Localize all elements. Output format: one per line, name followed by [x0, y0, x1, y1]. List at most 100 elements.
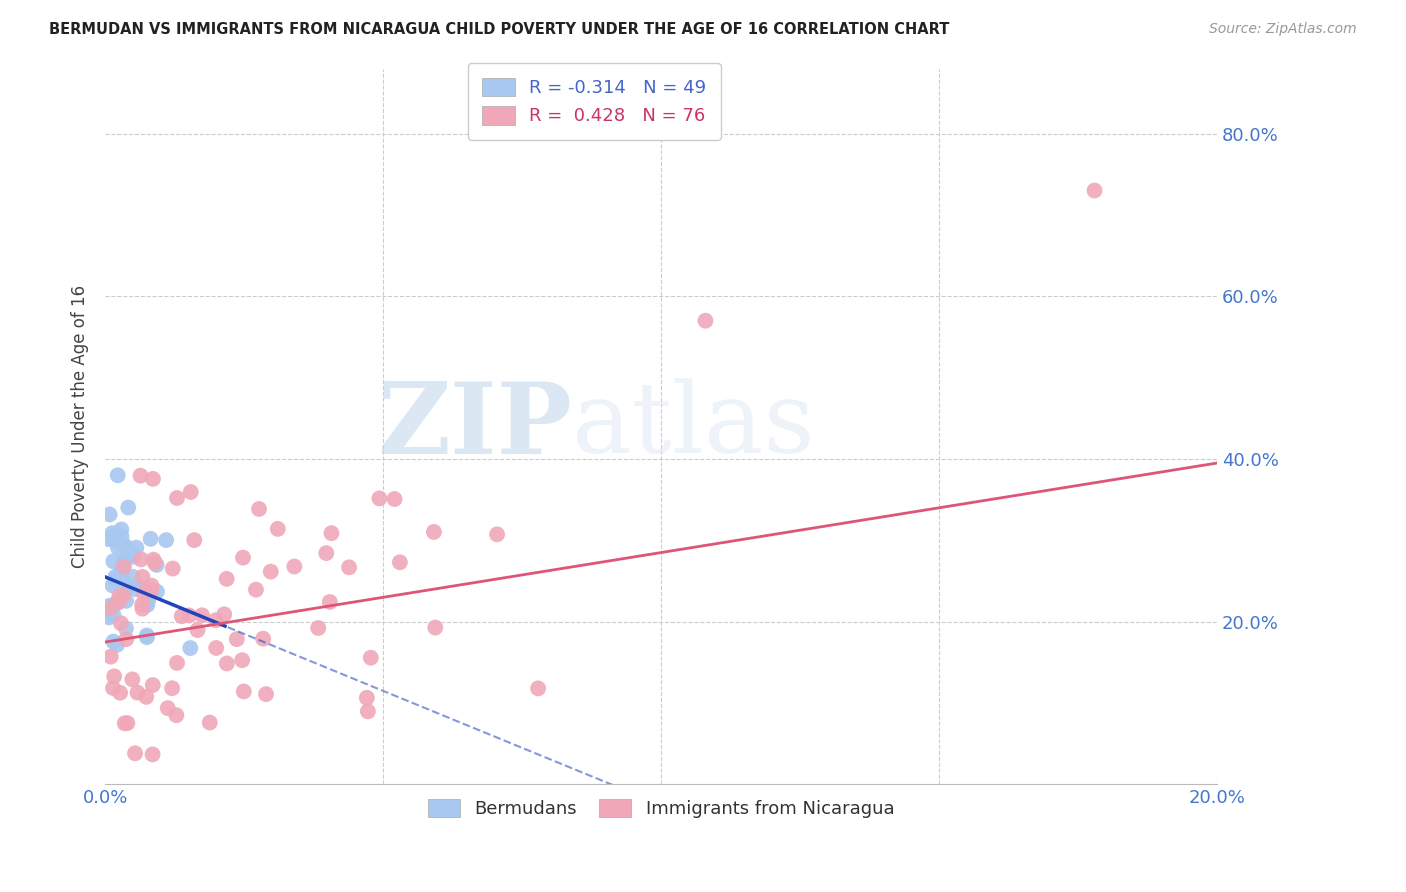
Point: [267, 522, 290, 536]
Point: [107, 541, 129, 555]
Point: [124, 582, 146, 596]
Point: [107, 532, 129, 546]
Point: [232, 550, 254, 565]
Point: [170, 609, 193, 624]
Point: [105, 527, 128, 541]
Point: [225, 632, 247, 647]
Point: [527, 681, 550, 696]
Point: [115, 581, 138, 595]
Point: [110, 616, 132, 631]
Point: [100, 649, 122, 664]
Point: [131, 598, 153, 612]
Point: [139, 532, 162, 546]
Point: [103, 554, 125, 568]
Point: [180, 485, 202, 500]
Point: [104, 570, 127, 584]
Point: [110, 523, 132, 537]
Point: [98, 599, 121, 613]
Point: [97, 532, 120, 546]
Point: [142, 747, 165, 762]
Point: [356, 690, 378, 705]
Point: [103, 533, 125, 548]
Point: [142, 678, 165, 692]
Point: [129, 552, 152, 566]
Text: Source: ZipAtlas.com: Source: ZipAtlas.com: [1209, 22, 1357, 37]
Point: [101, 578, 124, 592]
Point: [120, 545, 142, 559]
Legend: Bermudans, Immigrants from Nicaragua: Bermudans, Immigrants from Nicaragua: [420, 792, 901, 825]
Point: [388, 555, 411, 569]
Point: [100, 600, 122, 615]
Point: [131, 570, 153, 584]
Point: [136, 630, 159, 644]
Point: [204, 613, 226, 627]
Point: [319, 595, 342, 609]
Point: [112, 539, 135, 553]
Point: [162, 561, 184, 575]
Point: [191, 608, 214, 623]
Point: [136, 593, 159, 607]
Point: [101, 526, 124, 541]
Point: [357, 704, 380, 718]
Point: [139, 583, 162, 598]
Point: [112, 554, 135, 568]
Point: [115, 594, 138, 608]
Point: [142, 552, 165, 566]
Point: [307, 621, 329, 635]
Point: [166, 491, 188, 505]
Point: [117, 716, 139, 731]
Point: [108, 589, 131, 603]
Point: [112, 559, 135, 574]
Point: [98, 610, 121, 624]
Point: [245, 582, 267, 597]
Point: [183, 533, 205, 548]
Point: [165, 708, 187, 723]
Point: [105, 638, 128, 652]
Point: [212, 607, 235, 622]
Point: [179, 608, 201, 623]
Point: [283, 559, 305, 574]
Point: [186, 623, 208, 637]
Point: [107, 468, 129, 483]
Point: [136, 598, 159, 612]
Point: [254, 687, 277, 701]
Point: [111, 564, 134, 578]
Point: [129, 580, 152, 594]
Point: [215, 572, 238, 586]
Point: [160, 681, 183, 696]
Point: [103, 669, 125, 683]
Point: [112, 589, 135, 603]
Point: [135, 628, 157, 642]
Point: [337, 560, 360, 574]
Point: [231, 653, 253, 667]
Point: [260, 565, 283, 579]
Point: [232, 684, 254, 698]
Point: [122, 570, 145, 584]
Point: [155, 533, 177, 548]
Point: [107, 595, 129, 609]
Point: [117, 577, 139, 591]
Point: [1083, 184, 1105, 198]
Point: [114, 539, 136, 553]
Point: [118, 579, 141, 593]
Point: [122, 549, 145, 564]
Point: [360, 650, 382, 665]
Point: [143, 556, 166, 570]
Point: [179, 640, 201, 655]
Point: [125, 541, 148, 555]
Point: [117, 500, 139, 515]
Point: [252, 632, 274, 646]
Point: [121, 673, 143, 687]
Point: [321, 526, 343, 541]
Point: [384, 491, 406, 506]
Point: [141, 579, 163, 593]
Point: [129, 468, 152, 483]
Point: [146, 584, 169, 599]
Point: [115, 550, 138, 565]
Point: [198, 715, 221, 730]
Point: [145, 558, 167, 572]
Point: [104, 597, 127, 611]
Point: [135, 690, 157, 704]
Point: [166, 656, 188, 670]
Point: [247, 502, 270, 516]
